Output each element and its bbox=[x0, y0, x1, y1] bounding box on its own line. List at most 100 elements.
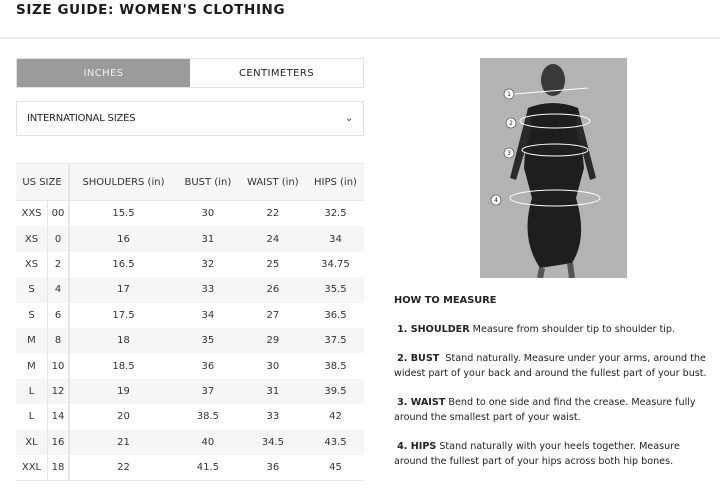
waist-value: 33 bbox=[266, 411, 280, 423]
waist-value: 25 bbox=[266, 258, 280, 270]
centimeters-tab[interactable]: CENTIMETERS bbox=[190, 59, 363, 87]
size-letter: XXL bbox=[16, 454, 48, 482]
how-to-hips: 4. HIPS Stand naturally with your heels … bbox=[394, 441, 680, 467]
hips-value: 34 bbox=[306, 226, 364, 252]
measurement-model-photo: 1 2 3 4 bbox=[480, 58, 627, 278]
chevron-down-icon: ⌄ bbox=[344, 113, 353, 124]
bust-value: 36 bbox=[201, 360, 215, 372]
bust-value: 33 bbox=[176, 277, 239, 303]
waist-value: 22 bbox=[266, 208, 280, 220]
marker-3: 3 bbox=[507, 150, 511, 157]
bust-value: 38.5 bbox=[196, 411, 219, 423]
how-to-shoulder: 1. SHOULDER Measure from shoulder tip to… bbox=[397, 324, 676, 335]
table-row: XS 0 16 31 24 34 bbox=[16, 226, 364, 252]
size-table: US SIZE SHOULDERS (in) BUST (in) WAIST (… bbox=[16, 163, 364, 482]
hips-value: 36.5 bbox=[324, 309, 347, 321]
size-number: 2 bbox=[47, 251, 70, 278]
shoulders-value: 15.5 bbox=[112, 208, 135, 220]
table-row: M 10 18.5 36 30 38.5 bbox=[16, 353, 364, 379]
size-letter: XS bbox=[16, 226, 48, 252]
size-number: 0 bbox=[47, 226, 70, 252]
bust-value: 30 bbox=[201, 208, 215, 220]
hips-value: 45 bbox=[306, 454, 364, 482]
shoulders-value: 21 bbox=[69, 429, 177, 455]
size-letter: S bbox=[16, 302, 48, 328]
size-system-select[interactable]: INTERNATIONAL SIZES ⌄ bbox=[16, 101, 364, 136]
hips-value: 43.5 bbox=[306, 429, 364, 455]
waist-value: 34.5 bbox=[238, 429, 307, 455]
table-row: L 14 20 38.5 33 42 bbox=[16, 404, 364, 430]
table-row: XXL 18 22 41.5 36 45 bbox=[16, 454, 364, 482]
size-letter: XS bbox=[16, 251, 48, 278]
hips-value: 39.5 bbox=[306, 378, 364, 405]
bust-value: 34 bbox=[201, 309, 215, 321]
table-row: XS 2 16.5 32 25 34.75 bbox=[16, 251, 364, 278]
how-to-measure: HOW TO MEASURE 1. SHOULDER Measure from … bbox=[394, 293, 714, 483]
shoulders-value: 20 bbox=[117, 411, 130, 423]
size-letter: XL bbox=[16, 429, 48, 455]
waist-value: 26 bbox=[238, 277, 307, 303]
bust-value: 41.5 bbox=[176, 454, 239, 482]
size-letter: M bbox=[16, 353, 48, 379]
waist-value: 30 bbox=[266, 360, 280, 372]
how-to-waist: 3. WAIST Bend to one side and find the c… bbox=[394, 397, 696, 423]
unit-toggle: INCHES CENTIMETERS bbox=[16, 58, 364, 88]
hips-value: 37.5 bbox=[306, 327, 364, 354]
bust-value: 40 bbox=[176, 429, 239, 455]
how-to-title: HOW TO MEASURE bbox=[394, 295, 497, 306]
marker-4: 4 bbox=[494, 197, 498, 204]
size-letter: S bbox=[16, 277, 48, 303]
shoulders-value: 18 bbox=[69, 327, 177, 354]
page-title: SIZE GUIDE: WOMEN'S CLOTHING bbox=[16, 2, 286, 18]
shoulders-value: 17 bbox=[69, 277, 177, 303]
size-number: 00 bbox=[47, 200, 70, 227]
waist-value: 27 bbox=[266, 309, 280, 321]
marker-2: 2 bbox=[509, 120, 513, 127]
size-number: 4 bbox=[47, 277, 70, 303]
table-row: XL 16 21 40 34.5 43.5 bbox=[16, 429, 364, 455]
how-to-bust: 2. BUST Stand naturally. Measure under y… bbox=[394, 353, 709, 379]
hips-value: 34.75 bbox=[321, 258, 350, 270]
waist-value: 31 bbox=[238, 378, 307, 405]
shoulders-value: 19 bbox=[69, 378, 177, 405]
bust-value: 31 bbox=[176, 226, 239, 252]
size-letter: L bbox=[16, 378, 48, 405]
table-row: XXS 00 15.5 30 22 32.5 bbox=[16, 200, 364, 227]
waist-value: 29 bbox=[238, 327, 307, 354]
header-us-size: US SIZE bbox=[16, 163, 70, 201]
table-row: M 8 18 35 29 37.5 bbox=[16, 327, 364, 354]
bust-value: 37 bbox=[176, 378, 239, 405]
size-number: 12 bbox=[47, 378, 70, 405]
size-letter: M bbox=[16, 327, 48, 354]
inches-tab[interactable]: INCHES bbox=[17, 59, 190, 87]
size-number: 8 bbox=[47, 327, 70, 354]
table-row: S 6 17.5 34 27 36.5 bbox=[16, 302, 364, 328]
divider bbox=[0, 37, 720, 39]
size-letter: XXS bbox=[16, 200, 48, 227]
size-number: 14 bbox=[47, 404, 70, 430]
table-row: S 4 17 33 26 35.5 bbox=[16, 277, 364, 303]
shoulders-value: 17.5 bbox=[112, 309, 135, 321]
size-number: 18 bbox=[47, 454, 70, 482]
hips-value: 42 bbox=[329, 411, 342, 423]
bust-value: 32 bbox=[201, 258, 215, 270]
marker-1: 1 bbox=[507, 91, 511, 98]
shoulders-value: 16 bbox=[69, 226, 177, 252]
bust-value: 35 bbox=[176, 327, 239, 354]
hips-value: 38.5 bbox=[324, 360, 347, 372]
size-number: 16 bbox=[47, 429, 70, 455]
size-number: 10 bbox=[47, 353, 70, 379]
hips-value: 35.5 bbox=[306, 277, 364, 303]
hips-value: 32.5 bbox=[324, 208, 347, 220]
shoulders-value: 16.5 bbox=[112, 258, 135, 270]
size-number: 6 bbox=[47, 302, 70, 328]
header-bust: BUST (in) bbox=[176, 163, 239, 201]
header-waist: WAIST (in) bbox=[238, 163, 307, 201]
header-hips: HIPS (in) bbox=[306, 163, 364, 201]
waist-value: 36 bbox=[238, 454, 307, 482]
shoulders-value: 22 bbox=[69, 454, 177, 482]
size-letter: L bbox=[16, 404, 48, 430]
size-system-value: INTERNATIONAL SIZES bbox=[27, 113, 136, 124]
waist-value: 24 bbox=[238, 226, 307, 252]
table-row: L 12 19 37 31 39.5 bbox=[16, 378, 364, 405]
